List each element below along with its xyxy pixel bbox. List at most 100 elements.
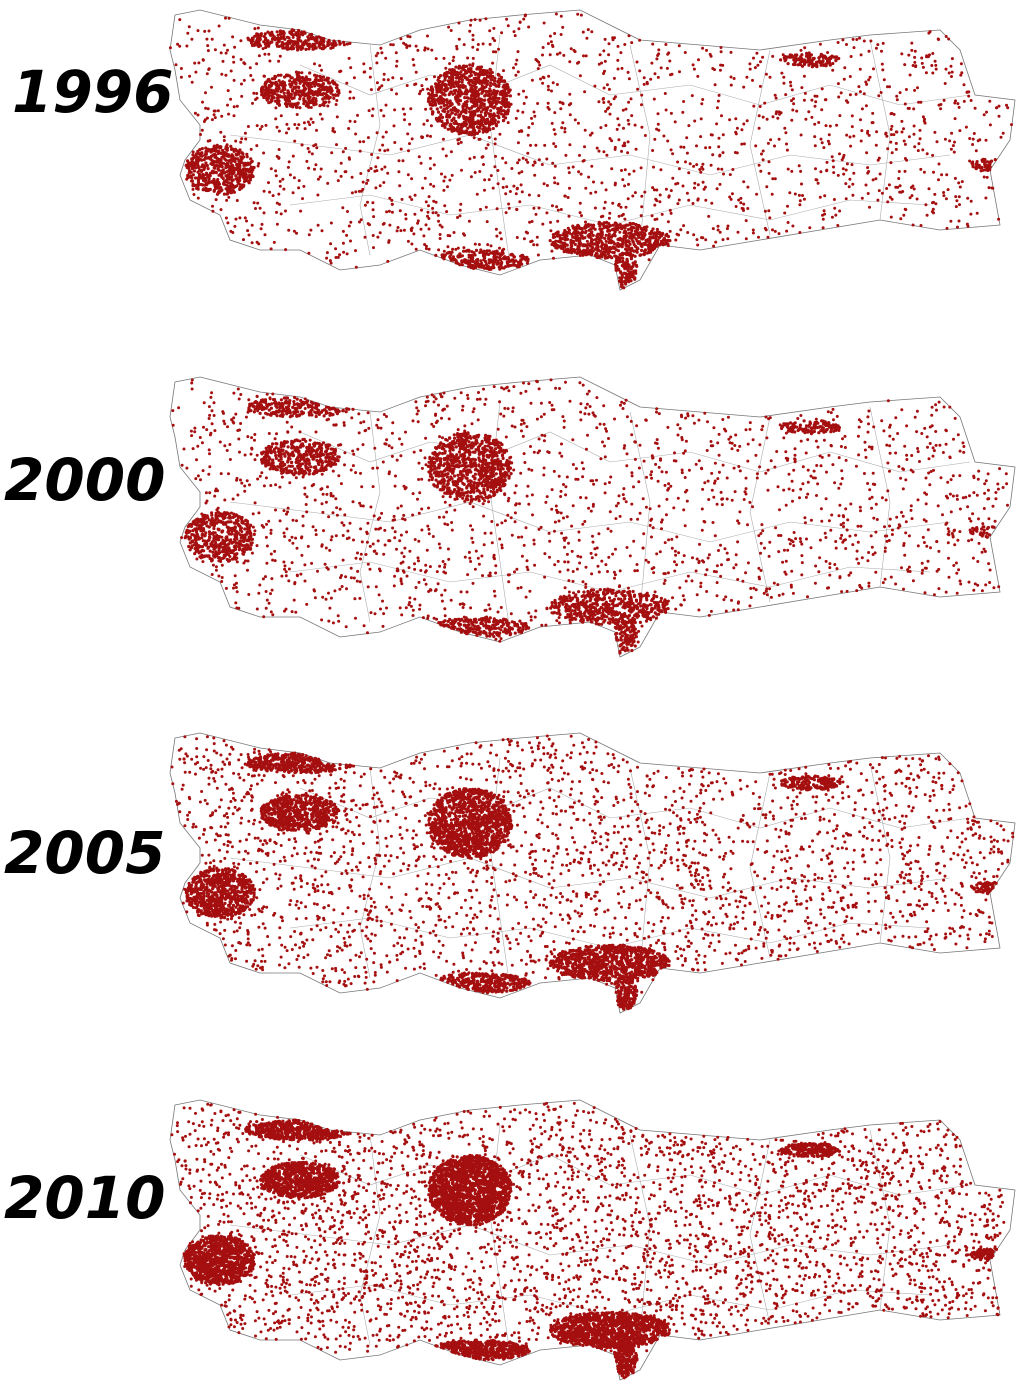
settlement-dot — [270, 83, 274, 87]
settlement-dot — [262, 40, 266, 44]
settlement-dot — [521, 156, 525, 160]
settlement-dot — [260, 222, 264, 226]
settlement-dot — [601, 440, 604, 444]
settlement-dot — [436, 213, 440, 217]
settlement-dot — [306, 35, 310, 39]
settlement-dot — [286, 73, 290, 77]
settlement-dot — [242, 238, 245, 242]
settlement-dot — [651, 149, 655, 152]
settlement-dot — [623, 226, 627, 230]
settlement-dot — [475, 192, 479, 196]
settlement-dot — [248, 176, 253, 180]
settlement-dot — [477, 129, 481, 133]
settlement-dot — [238, 185, 242, 189]
settlement-dot — [1005, 103, 1008, 107]
settlement-dot — [469, 175, 473, 179]
settlement-dot — [398, 184, 402, 188]
settlement-dot — [925, 54, 929, 58]
settlement-dot — [542, 21, 546, 25]
settlement-dot — [764, 72, 768, 76]
settlement-dot — [456, 254, 460, 258]
settlement-dot — [585, 36, 589, 40]
settlement-dot — [557, 621, 561, 625]
settlement-dot — [860, 196, 864, 200]
settlement-dot — [207, 68, 211, 71]
settlement-dot — [493, 137, 497, 141]
settlement-dot — [239, 140, 243, 144]
settlement-dot — [454, 127, 459, 131]
settlement-dot — [693, 119, 697, 123]
settlement-dot — [469, 125, 473, 129]
settlement-dot — [264, 81, 268, 85]
settlement-dot — [278, 54, 282, 58]
settlement-dot — [827, 59, 831, 63]
settlement-dot — [349, 239, 352, 243]
settlement-dot — [407, 149, 410, 153]
settlement-dot — [957, 181, 961, 185]
settlement-dot — [755, 51, 759, 55]
settlement-dot — [894, 147, 898, 151]
settlement-dot — [506, 24, 510, 28]
settlement-dot — [464, 109, 468, 113]
settlement-dot — [243, 131, 247, 135]
settlement-dot — [469, 99, 473, 103]
settlement-dot — [686, 231, 690, 234]
settlement-dot — [491, 36, 495, 40]
settlement-dot — [916, 149, 920, 153]
settlement-dot — [256, 201, 260, 205]
settlement-dot — [267, 77, 271, 82]
settlement-dot — [677, 198, 681, 202]
settlement-dot — [630, 41, 634, 45]
settlement-dot — [319, 167, 323, 171]
settlement-dot — [336, 93, 340, 97]
settlement-dot — [892, 133, 896, 137]
settlement-dot — [285, 103, 289, 107]
settlement-dot — [590, 30, 594, 34]
settlement-dot — [507, 90, 511, 94]
settlement-dot — [354, 132, 358, 136]
settlement-dot — [590, 131, 594, 135]
settlement-dot — [322, 39, 326, 43]
settlement-dot — [604, 243, 608, 247]
settlement-dot — [304, 75, 308, 79]
settlement-dot — [454, 247, 458, 251]
settlement-dot — [984, 196, 988, 200]
settlement-dot — [640, 125, 644, 129]
settlement-dot — [190, 80, 194, 84]
settlement-dot — [503, 406, 507, 410]
settlement-dot — [347, 127, 351, 130]
settlement-dot — [734, 117, 738, 121]
settlement-dot — [489, 267, 493, 271]
settlement-dot — [247, 233, 251, 237]
settlement-dot — [683, 51, 687, 54]
settlement-dot — [229, 144, 233, 148]
settlement-dot — [579, 227, 583, 231]
settlement-dot — [721, 151, 725, 155]
settlement-dot — [971, 165, 975, 169]
settlement-dot — [248, 66, 252, 70]
settlement-dot — [547, 88, 550, 92]
settlement-dot — [573, 118, 577, 122]
settlement-dot — [662, 134, 666, 138]
settlement-dot — [297, 89, 301, 93]
settlement-dot — [479, 122, 483, 126]
settlement-dot — [820, 519, 824, 523]
settlement-dot — [302, 43, 306, 47]
settlement-dot — [305, 159, 309, 163]
settlement-dot — [260, 90, 264, 94]
settlement-dot — [451, 59, 455, 63]
settlement-dot — [607, 87, 611, 91]
settlement-dot — [842, 77, 846, 81]
settlement-dot — [691, 63, 695, 67]
settlement-dot — [349, 220, 353, 224]
settlement-dot — [422, 122, 426, 126]
settlement-dot — [233, 147, 238, 151]
settlement-dot — [482, 163, 485, 166]
settlement-dot — [597, 100, 601, 104]
settlement-dot — [626, 70, 630, 74]
settlement-dot — [559, 246, 563, 250]
settlement-dot — [939, 103, 943, 106]
settlement-dot — [850, 114, 854, 118]
settlement-dot — [358, 149, 362, 153]
settlement-dot — [751, 231, 755, 235]
